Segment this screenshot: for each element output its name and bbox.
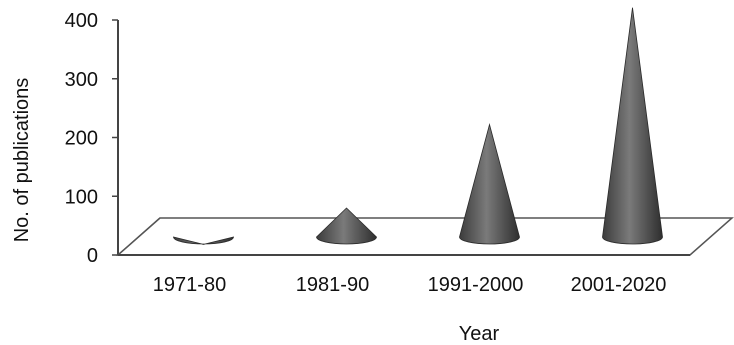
y-tick-label: 200 xyxy=(65,128,98,150)
plot-frame xyxy=(116,20,734,256)
y-axis-ticks: 0 100 200 300 400 xyxy=(65,10,118,267)
cone-body xyxy=(316,207,377,245)
y-tick-label: 0 xyxy=(87,245,98,267)
x-axis-categories: 1971-80 1981-90 1991-2000 2001-2020 xyxy=(153,274,667,296)
y-tick-label: 400 xyxy=(65,10,98,32)
x-category-label: 1981-90 xyxy=(296,274,369,296)
cones xyxy=(173,7,663,245)
cone-body xyxy=(602,7,663,245)
x-axis-title: Year xyxy=(459,323,500,345)
x-category-label: 1971-80 xyxy=(153,274,226,296)
cone-1991-2000 xyxy=(459,123,520,245)
cone-1971-80 xyxy=(173,236,234,245)
y-tick-label: 300 xyxy=(65,69,98,91)
cone-body xyxy=(173,236,234,245)
x-category-label: 2001-2020 xyxy=(571,274,667,296)
cone-2001-2020 xyxy=(602,7,663,245)
x-category-label: 1991-2000 xyxy=(428,274,524,296)
cone-body xyxy=(459,123,520,245)
cone-1981-90 xyxy=(316,207,377,245)
y-axis-title: No. of publications xyxy=(11,78,33,243)
y-tick-label: 100 xyxy=(65,186,98,208)
